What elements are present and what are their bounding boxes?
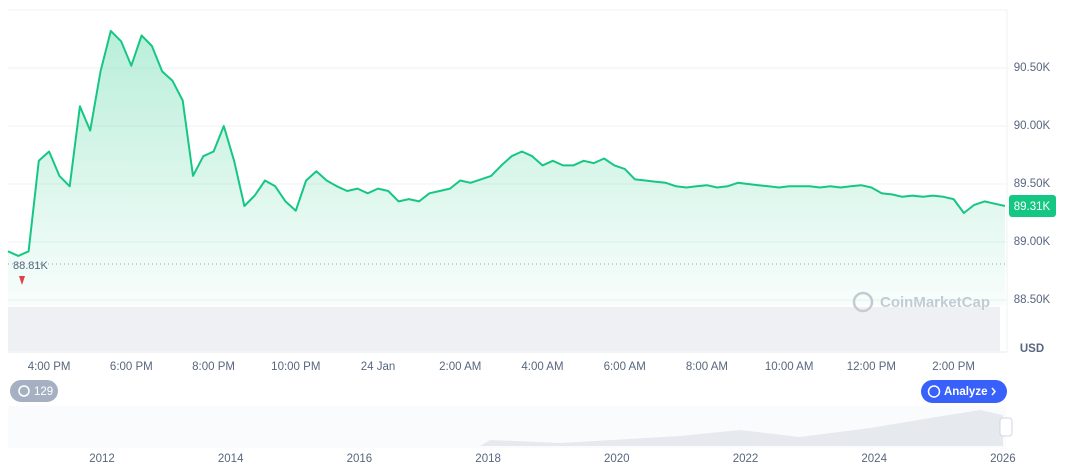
reference-label: 88.81K [13,260,49,272]
analyze-text: Analyze [944,386,987,398]
navigator-handle[interactable] [999,417,1013,437]
x-tick-label: 4:00 PM [28,361,71,373]
x-tick-label: 2:00 PM [932,361,975,373]
x-tick-label: 2:00 AM [439,361,481,373]
price-area [8,30,1005,306]
navigator-year: 2022 [733,453,759,465]
y-tick-label: 88.50K [1014,294,1051,306]
navigator-year: 2014 [218,453,244,465]
analyze-chevron [991,387,996,396]
x-tick-label: 10:00 PM [271,361,320,373]
price-line [7,29,1006,257]
navigator-year: 2016 [347,453,373,465]
y-tick-label: 89.00K [1014,236,1051,248]
volume-area [8,307,1000,351]
x-tick-label: 8:00 PM [192,361,235,373]
x-tick-label: 6:00 AM [604,361,646,373]
y-unit: USD [1020,343,1044,355]
x-tick-label: 12:00 PM [847,361,896,373]
badge-icon [18,385,30,397]
x-tick-label: 8:00 AM [686,361,728,373]
history-badge[interactable]: 129 [10,380,58,402]
analyze-icon [927,385,941,398]
y-tick-label: 90.50K [1014,62,1051,74]
analyze-button[interactable]: Analyze [921,380,1007,403]
badge-bg [10,380,58,402]
y-tick-label: 89.50K [1014,178,1051,190]
last-price-bg [1009,195,1056,218]
badge-text: 129 [34,386,53,398]
last-price-label: 89.31K [1014,201,1051,213]
x-tick-label: 10:00 AM [765,361,814,373]
y-tick-label: 90.00K [1014,120,1051,132]
navigator-year: 2018 [475,453,501,465]
navigator-year: 2012 [89,453,115,465]
navigator-year: 2024 [861,453,887,465]
navigator-year: 2020 [604,453,630,465]
x-tick-label: 4:00 AM [521,361,563,373]
x-tick-label: 24 Jan [361,361,396,373]
navigator-year: 2026 [990,453,1016,465]
navigator-history [8,410,1003,446]
x-tick-label: 6:00 PM [110,361,153,373]
analyze-bg [921,380,1007,403]
